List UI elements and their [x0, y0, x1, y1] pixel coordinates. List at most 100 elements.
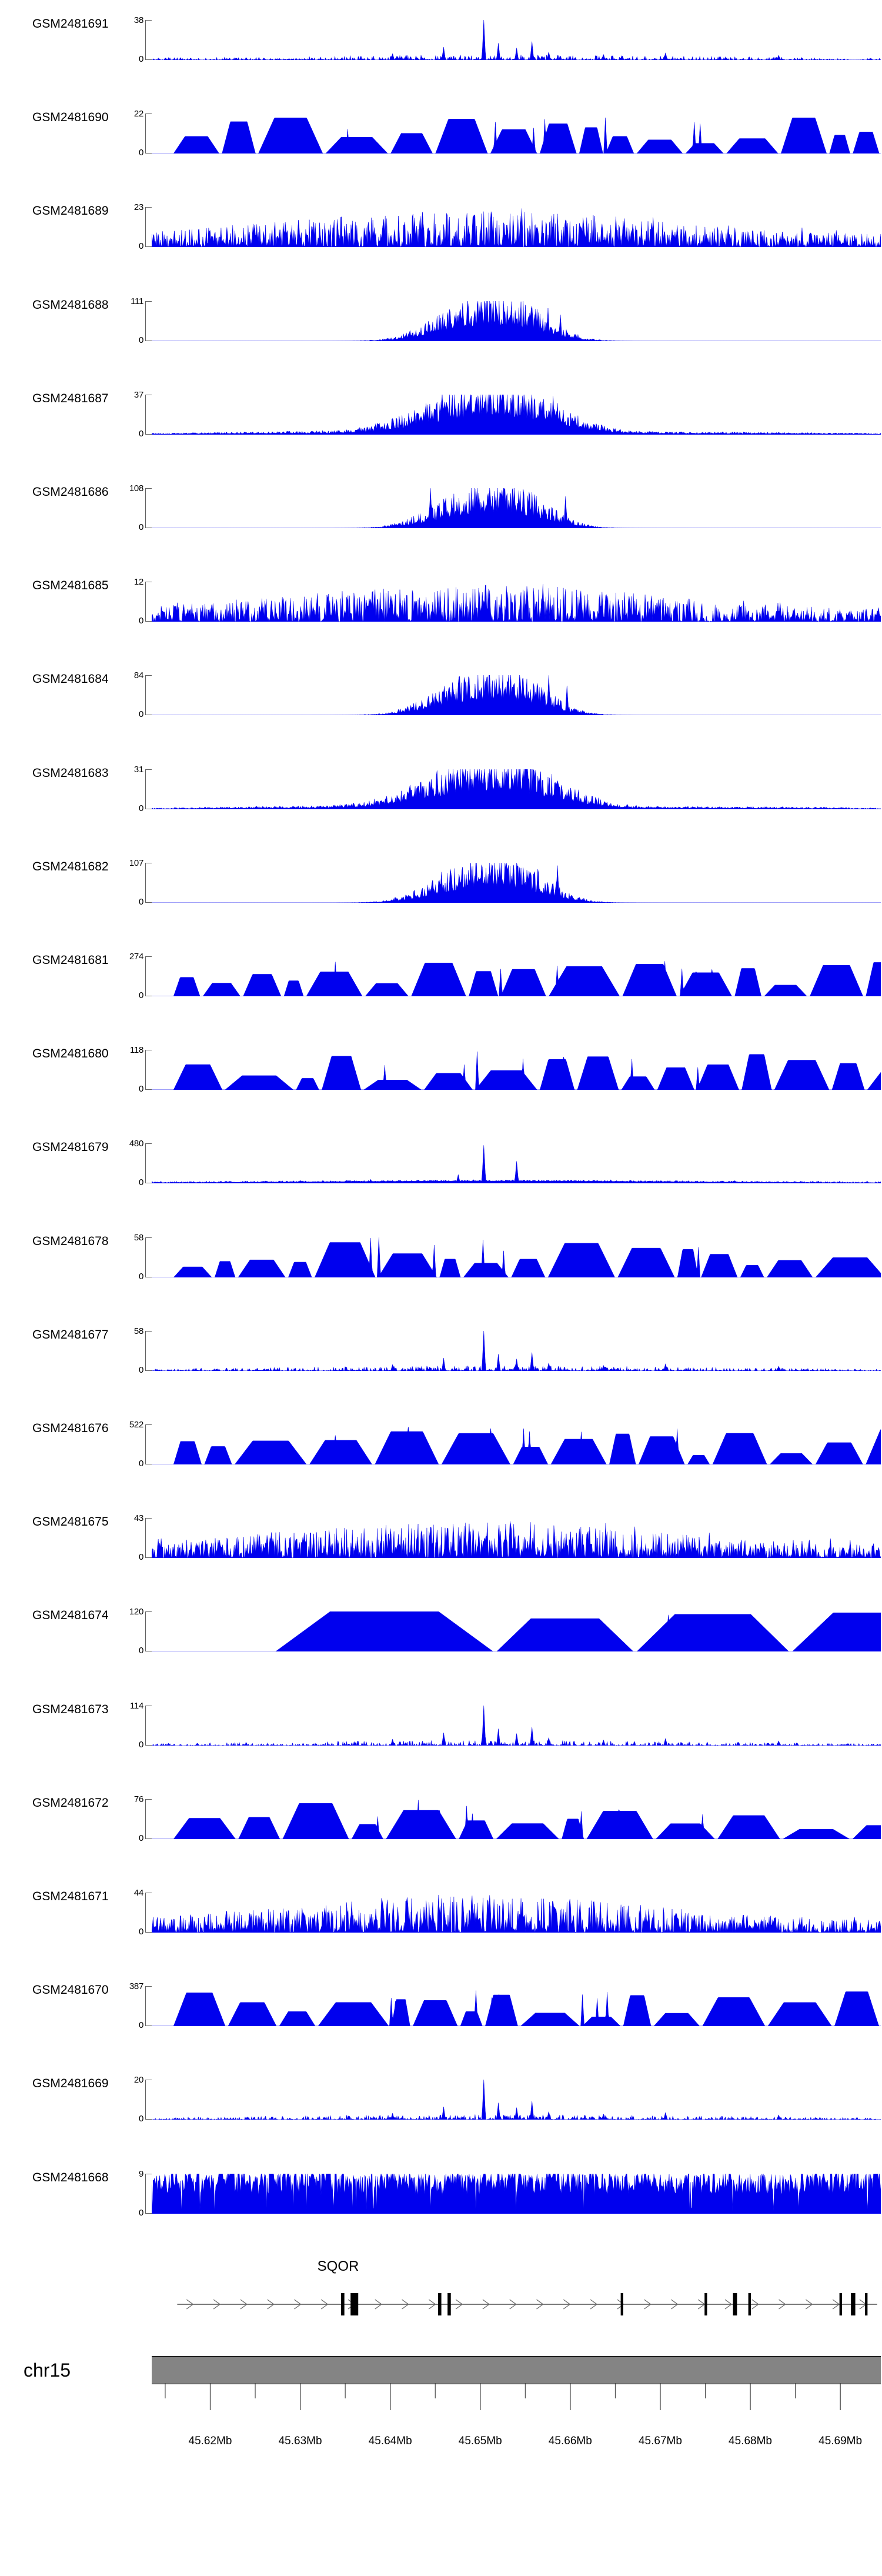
coverage-area-plot	[152, 675, 881, 716]
coverage-area-plot	[152, 584, 881, 622]
coverage-track: GSM2481691 38 0	[0, 15, 882, 64]
track-plot-area	[152, 956, 881, 996]
ruler-ticks	[165, 2383, 841, 2410]
coverage-area	[152, 118, 881, 154]
coverage-track: GSM2481677 58 0	[0, 1326, 882, 1375]
track-y-axis: 38 0	[112, 15, 152, 64]
track-y-axis: 120 0	[112, 1607, 152, 1656]
coverage-area	[152, 394, 881, 435]
coverage-track: GSM2481679 480 0	[0, 1139, 882, 1187]
y-axis-max-value: 58	[133, 1326, 143, 1336]
track-y-axis: 31 0	[112, 765, 152, 813]
coverage-track: GSM2481687 37 0	[0, 390, 882, 439]
track-plot-area	[152, 1518, 881, 1559]
y-axis-min-value: 0	[138, 1552, 143, 1563]
y-axis-max-value: 118	[129, 1045, 143, 1056]
coordinate-tick-label: 45.63Mb	[278, 2435, 322, 2447]
y-axis-bracket	[145, 1518, 152, 1559]
chromosome-track: chr15	[0, 2347, 882, 2411]
gene-strand-arrow-icon	[402, 2299, 409, 2310]
coverage-area	[152, 1990, 881, 2027]
coverage-area-plot	[152, 1145, 881, 1184]
y-axis-max-value: 480	[129, 1139, 143, 1149]
track-y-axis: 22 0	[112, 109, 152, 158]
coverage-track: GSM2481680 118 0	[0, 1045, 882, 1094]
coverage-area	[152, 1145, 881, 1184]
track-y-axis: 114 0	[112, 1701, 152, 1750]
coverage-area	[152, 208, 881, 248]
track-sample-label: GSM2481671	[32, 1890, 109, 1903]
coverage-area-plot	[152, 118, 881, 154]
coverage-area	[152, 1705, 881, 1746]
gene-exon	[839, 2293, 842, 2315]
track-plot-area	[152, 1893, 881, 1933]
track-sample-label: GSM2481672	[32, 1796, 109, 1810]
track-plot-area	[152, 1143, 881, 1184]
track-sample-label: GSM2481673	[32, 1702, 109, 1716]
track-plot-area	[152, 301, 881, 341]
coverage-area-plot	[152, 2173, 881, 2214]
gene-model-diagram	[177, 2293, 877, 2315]
track-sample-label: GSM2481681	[32, 953, 109, 967]
coverage-track: GSM2481673 114 0	[0, 1701, 882, 1750]
y-axis-bracket	[145, 956, 152, 996]
coverage-track: GSM2481684 84 0	[0, 670, 882, 719]
y-axis-min-value: 0	[138, 803, 143, 813]
y-axis-min-value: 0	[138, 148, 143, 158]
y-axis-bracket	[145, 1330, 152, 1371]
track-y-axis: 20 0	[112, 2075, 152, 2124]
y-axis-max-value: 31	[133, 764, 143, 775]
gene-strand-arrow-icon	[590, 2299, 598, 2310]
y-axis-bracket	[145, 114, 152, 154]
gene-strand-arrow-icon	[563, 2299, 571, 2310]
y-axis-max-value: 84	[133, 670, 143, 681]
coverage-track: GSM2481678 58 0	[0, 1233, 882, 1282]
coverage-track: GSM2481685 12 0	[0, 577, 882, 626]
gene-strand-arrow-icon	[267, 2299, 275, 2310]
coordinate-tick-label: 45.64Mb	[368, 2435, 412, 2447]
track-sample-label: GSM2481669	[32, 2077, 109, 2091]
coverage-area	[152, 2080, 881, 2120]
y-axis-bracket	[145, 1986, 152, 2027]
coordinate-tick-label: 45.66Mb	[548, 2435, 592, 2447]
y-axis-max-value: 22	[133, 109, 143, 119]
track-sample-label: GSM2481690	[32, 111, 109, 125]
track-sample-label: GSM2481677	[32, 1327, 109, 1342]
coordinate-tick-label: 45.67Mb	[638, 2435, 682, 2447]
coverage-track: GSM2481674 120 0	[0, 1607, 882, 1656]
y-axis-max-value: 114	[129, 1700, 143, 1711]
y-axis-bracket	[145, 207, 152, 248]
gene-strand-arrow-icon	[186, 2299, 194, 2310]
track-sample-label: GSM2481679	[32, 1140, 109, 1154]
coverage-area	[152, 1330, 881, 1371]
gene-strand-arrow-icon	[455, 2299, 463, 2310]
y-axis-bracket	[145, 1705, 152, 1746]
y-axis-bracket	[145, 862, 152, 903]
track-y-axis: 76 0	[112, 1794, 152, 1843]
y-axis-max-value: 37	[133, 389, 143, 400]
gene-exon	[620, 2293, 623, 2315]
coverage-area-plot	[152, 1052, 881, 1090]
coverage-track: GSM2481672 76 0	[0, 1794, 882, 1843]
coverage-area-plot	[152, 1330, 881, 1371]
gene-name-text: SQOR	[317, 2258, 359, 2274]
y-axis-max-value: 108	[129, 483, 143, 493]
y-axis-max-value: 9	[138, 2168, 143, 2179]
coverage-area-plot	[152, 1990, 881, 2027]
y-axis-min-value: 0	[138, 2020, 143, 2031]
track-sample-label: GSM2481674	[32, 1609, 109, 1623]
gene-annotation-track: SQOR	[0, 2258, 882, 2329]
coordinate-tick-label: 45.69Mb	[818, 2435, 863, 2447]
track-plot-area	[152, 862, 881, 903]
track-sample-label: GSM2481689	[32, 204, 109, 218]
y-axis-max-value: 387	[129, 1981, 143, 1992]
coverage-area	[152, 1521, 881, 1559]
coverage-area-plot	[152, 394, 881, 435]
y-axis-bracket	[145, 1611, 152, 1652]
y-axis-min-value: 0	[138, 1927, 143, 1937]
coverage-area-plot	[152, 20, 881, 60]
track-y-axis: 480 0	[112, 1139, 152, 1187]
gene-strand-arrow-icon	[320, 2299, 329, 2310]
track-y-axis: 43 0	[112, 1513, 152, 1562]
coverage-track: GSM2481676 522 0	[0, 1420, 882, 1469]
